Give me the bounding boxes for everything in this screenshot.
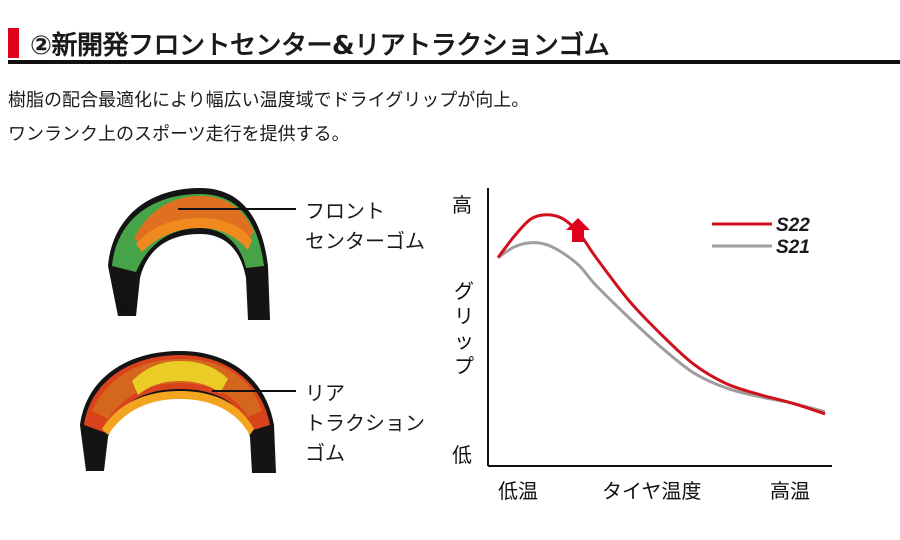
series-line-s21 bbox=[497, 241, 826, 414]
y-tick-high: 高 bbox=[452, 193, 472, 217]
x-tick-high-temp: 高温 bbox=[770, 479, 810, 503]
front-tire-cross-section-icon bbox=[108, 188, 270, 320]
front-center-rubber-label: フロント センターゴム bbox=[305, 196, 425, 256]
front-callout-leader bbox=[178, 208, 296, 210]
legend-label-s21: S21 bbox=[776, 237, 810, 258]
rear-traction-rubber-label: リア トラクション ゴム bbox=[305, 378, 425, 468]
y-axis-label-char: プ bbox=[454, 354, 474, 378]
series-line-s22 bbox=[496, 213, 826, 416]
y-axis-label-char: ッ bbox=[454, 329, 474, 353]
x-axis-label: タイヤ温度 bbox=[602, 479, 701, 503]
rear-callout-leader bbox=[212, 390, 296, 392]
front-label-line-2: センターゴム bbox=[305, 229, 425, 253]
y-tick-low: 低 bbox=[452, 443, 472, 467]
section-header: ②新開発フロントセンター&リアトラクションゴム bbox=[0, 24, 900, 64]
front-label-line-1: フロント bbox=[305, 199, 385, 223]
section-title: ②新開発フロントセンター&リアトラクションゴム bbox=[30, 31, 610, 61]
grip-improvement-arrow bbox=[566, 218, 590, 242]
rear-label-line-2: トラクション bbox=[305, 411, 425, 435]
y-axis-label-char: グ bbox=[454, 279, 474, 303]
legend-label-s22: S22 bbox=[776, 215, 810, 236]
series-lines bbox=[496, 213, 826, 416]
description-line-1: 樹脂の配合最適化により幅広い温度域でドライグリップが向上。 bbox=[8, 90, 530, 111]
y-axis-label: グリップ bbox=[454, 279, 474, 378]
description-line-2: ワンランク上のスポーツ走行を提供する。 bbox=[8, 124, 350, 145]
rear-label-line-1: リア bbox=[305, 381, 345, 405]
y-axis-label-char: リ bbox=[454, 304, 474, 328]
rear-label-line-3: ゴム bbox=[305, 441, 345, 465]
header-accent-bar bbox=[8, 28, 19, 58]
header-rule bbox=[8, 60, 900, 64]
rear-tire-cross-section-icon bbox=[80, 351, 276, 473]
x-tick-low-temp: 低温 bbox=[498, 479, 538, 503]
